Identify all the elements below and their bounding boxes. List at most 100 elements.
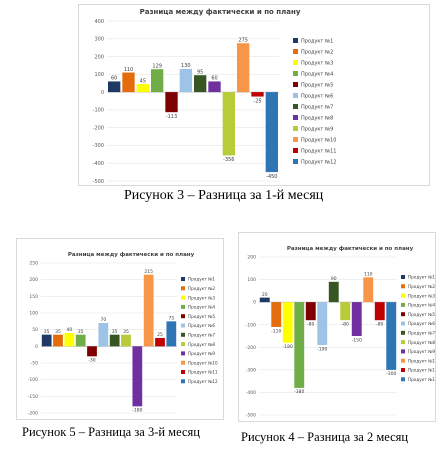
chart-frame-month-1: Разница между фактически и по плану 400 30…	[78, 4, 430, 186]
data-label: -110	[271, 328, 281, 334]
legend-swatch	[293, 115, 298, 120]
data-label: 35	[123, 329, 129, 335]
chart-frame-month-3: Разница между фактически и по плану 25 0 20…	[16, 238, 224, 420]
legend-entry: Продукт №7	[188, 333, 215, 338]
data-label: 45	[140, 78, 146, 84]
y-tick-label: 100	[94, 72, 104, 78]
data-label: -80	[307, 322, 314, 328]
legend-swatch	[293, 159, 298, 164]
bar-11	[251, 92, 264, 97]
bar-4	[151, 69, 164, 93]
legend-swatch	[401, 293, 405, 298]
legend-swatch	[401, 377, 405, 382]
data-label: 70	[100, 317, 106, 323]
y-tick-label: 200	[247, 255, 256, 261]
y-tick-label: 0	[253, 300, 256, 306]
data-label: 129	[152, 63, 162, 69]
bar-8	[121, 334, 131, 347]
legend-swatch	[293, 104, 298, 109]
data-label: 110	[364, 272, 373, 278]
bar-1	[259, 297, 270, 303]
data-label: 90	[331, 276, 337, 282]
bar-3	[282, 302, 293, 343]
y-tick-label: -100	[246, 322, 256, 328]
bar-9	[132, 346, 143, 407]
legend-entry: Продукт №10	[408, 358, 435, 363]
chart-title: Разница между фактически и по плану	[140, 8, 301, 16]
bar-2	[271, 302, 282, 327]
chart-title: Разница между фактически и по плану	[287, 245, 414, 252]
legend-swatch	[401, 368, 405, 372]
legend-swatch	[293, 93, 298, 98]
y-tick-label: -200	[246, 345, 256, 351]
legend-swatch	[293, 49, 298, 54]
y-tick-label: 400	[94, 19, 104, 25]
legend-entry: Продукт №4	[188, 305, 215, 310]
bar-6	[179, 69, 192, 93]
legend-entry: Продукт №8	[301, 116, 333, 122]
legend-swatch	[293, 38, 298, 43]
legend-entry: Продукт №5	[408, 312, 435, 317]
legend-entry: Продукт №6	[188, 323, 215, 328]
legend-entry: Продукт №6	[301, 94, 333, 100]
legend-swatch	[401, 275, 405, 279]
data-label: -30	[88, 358, 95, 364]
data-label: -190	[317, 346, 327, 352]
legend-entry: Продукт №4	[408, 303, 435, 308]
legend-swatch	[181, 351, 185, 356]
data-label: -356	[223, 157, 234, 163]
data-label: 275	[238, 37, 248, 43]
y-tick-label: 0	[35, 344, 38, 350]
data-label: 35	[112, 329, 118, 335]
bar-2	[122, 72, 135, 93]
y-tick-label: -200	[28, 411, 38, 417]
y-tick-label: -300	[246, 367, 256, 373]
legend-entry: Продукт №1	[188, 277, 215, 282]
legend-swatch	[181, 342, 185, 347]
legend-entry: Продукт №11	[301, 149, 337, 155]
data-label: 20	[262, 292, 268, 298]
legend-swatch	[401, 284, 405, 289]
bar-10	[237, 43, 250, 93]
legend-swatch	[293, 137, 298, 142]
legend-swatch	[401, 358, 405, 363]
data-label: 95	[197, 69, 203, 75]
legend-entry: Продукт №8	[188, 342, 215, 347]
legend-entry: Продукт №10	[188, 360, 218, 365]
caption-figure-3: Рисунок 3 – Разница за 1-й месяц	[124, 188, 324, 203]
legend-swatch	[293, 71, 298, 76]
legend-swatch	[401, 321, 405, 326]
data-label: -180	[283, 344, 293, 350]
y-tick-label: -100	[28, 377, 38, 383]
data-label: 35	[55, 329, 61, 335]
data-label: -80	[376, 322, 383, 328]
legend-entry: Продукт №1	[301, 39, 333, 45]
data-label: 25	[157, 332, 163, 338]
legend-entry: Продукт №7	[408, 331, 435, 336]
legend-entry: Продукт №6	[408, 321, 435, 326]
y-tick-label: 200	[29, 277, 38, 283]
legend-swatch	[293, 60, 298, 65]
bar-7	[109, 334, 120, 347]
legend-entry: Продукт №2	[188, 286, 215, 291]
data-label: -300	[386, 371, 396, 377]
legend-entry: Продукт №7	[301, 105, 333, 111]
legend-entry: Продукт №10	[301, 138, 337, 144]
legend-swatch	[181, 332, 185, 337]
data-label: -25	[253, 98, 261, 104]
data-label: 60	[111, 76, 117, 82]
legend-entry: Продукт №5	[301, 83, 333, 89]
legend-entry: Продукт №2	[408, 284, 435, 289]
legend-entry: Продукт №12	[188, 379, 218, 384]
bar-8	[340, 302, 351, 321]
legend-entry: Продукт №12	[301, 160, 337, 166]
legend-entry: Продукт №2	[301, 50, 333, 56]
bar-12	[386, 302, 397, 370]
chart-month-2: Разница между фактически и по плану20010…	[246, 245, 435, 419]
legend-swatch	[401, 330, 405, 335]
y-tick-label: -100	[93, 108, 104, 114]
bar-3	[64, 333, 75, 347]
y-tick-label: -400	[93, 161, 104, 167]
legend-entry: Продукт №11	[188, 370, 218, 375]
chart-title: Разница между фактически и по плану	[68, 251, 195, 258]
